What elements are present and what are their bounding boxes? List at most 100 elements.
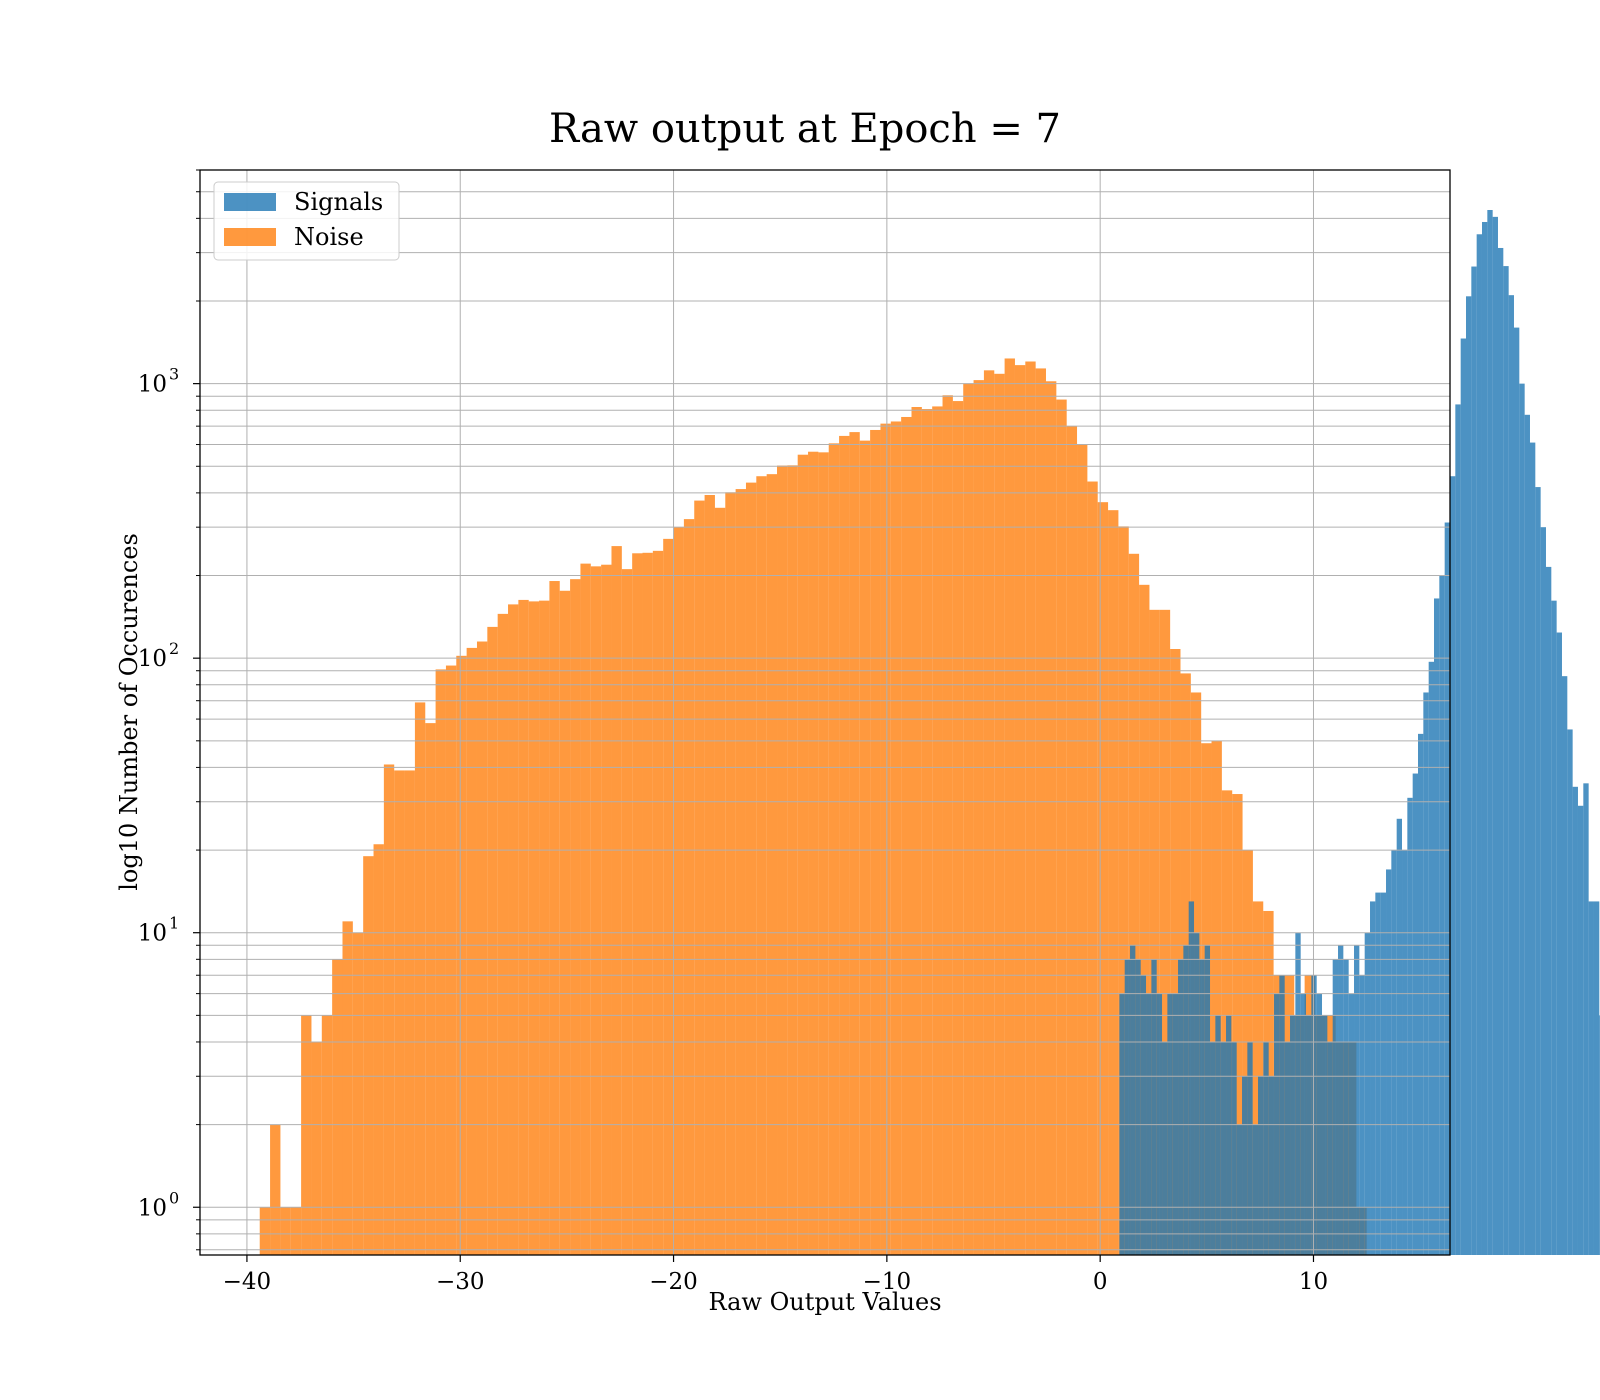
y-tick-exponent: 0 [169,1188,179,1207]
noise-bar [321,1015,333,1255]
noise-bar [621,569,633,1255]
y-tick-label: 10 [138,1195,167,1221]
noise-bar [849,432,860,1256]
signals-bar [1545,566,1552,1255]
noise-bar [414,702,426,1255]
noise-bar [518,599,529,1255]
signals-bar [1354,945,1360,1255]
noise-bar [394,770,405,1255]
noise-bar [725,492,736,1255]
noise-bar [1118,526,1129,1255]
signals-bar [1519,383,1525,1255]
signals-bar [1311,975,1317,1255]
signals-bar [1220,1041,1227,1255]
noise-bar [1232,794,1243,1255]
noise-bar [466,647,477,1255]
noise-bar [911,407,922,1255]
signals-bar [1332,959,1339,1255]
plot-frame [199,169,1451,1256]
noise-bar [497,613,509,1255]
noise-bar [1087,481,1098,1255]
noise-bar [1004,358,1015,1256]
grid-lines [200,169,1450,1255]
noise-bar [290,1207,302,1255]
noise-bar [756,476,767,1256]
signals-bar [1428,661,1434,1255]
signals-bar [1268,1076,1275,1255]
signals-bar [1258,1076,1264,1255]
y-tick-label: 10 [138,646,167,672]
signals-bar [1338,945,1344,1255]
signals-bar [1450,476,1456,1256]
signals-bar [1572,786,1578,1255]
noise-bar [580,563,591,1255]
signals-bar [1386,869,1392,1255]
y-tick-label: 10 [138,372,167,398]
signals-bar [1364,932,1371,1255]
signals-bar [1375,892,1381,1255]
y-tick-exponent: 2 [169,639,179,658]
signals-bar [1215,1015,1221,1255]
signals-bar [1242,1076,1248,1255]
signals-bar [1279,975,1285,1255]
noise-bar [921,409,933,1255]
signals-bar [1210,1041,1216,1255]
signals-bar [1327,1041,1333,1255]
noise-bar [445,665,457,1255]
signals-bar [1434,598,1440,1255]
noise-bar [528,601,540,1255]
signals-bar [1588,901,1594,1255]
noise-bar [363,856,374,1255]
signals-bar [1503,266,1509,1256]
signals-bar [1444,522,1450,1255]
y-tick-exponent: 1 [169,914,179,933]
noise-bar [456,655,467,1255]
signals-bar [1396,818,1402,1255]
signals-bar [1140,975,1147,1255]
noise-bar [994,373,1005,1255]
noise-bar [1097,502,1109,1255]
noise-bar [818,452,829,1256]
noise-bar [1045,381,1057,1255]
noise-bar [890,421,902,1256]
signals-bar [1497,247,1504,1256]
noise-bar [259,1207,271,1255]
signals-bar [1295,932,1301,1255]
noise-bar [404,770,415,1255]
legend: Signals Noise [213,181,400,261]
y-tick-label: 10 [138,921,167,947]
noise-bar [373,844,384,1255]
signals-bar [1199,959,1205,1255]
noise-bar [301,1015,312,1255]
noise-bar [601,564,612,1255]
signals-bar [1178,959,1184,1255]
signals-bar [1194,932,1200,1255]
signals-bar [1391,850,1397,1255]
signals-bar [1487,210,1493,1255]
signals-bar [1561,676,1568,1255]
signals-bar [1567,729,1573,1255]
noise-bar [952,401,964,1255]
signals-bar [1577,805,1584,1255]
noise-bar [642,552,653,1255]
legend-noise-label: Noise [294,223,364,251]
noise-bar [1139,584,1150,1255]
x-tick-label: 0 [1093,1269,1108,1295]
legend-noise-swatch [224,228,276,246]
signals-bar [1188,901,1195,1255]
noise-bar [1170,649,1181,1255]
noise-bar [828,443,840,1256]
noise-bar [652,550,664,1255]
signals-bar [1359,975,1365,1255]
signals-bar [1476,234,1482,1255]
signals-bar [1471,266,1477,1255]
noise-bar [766,474,778,1255]
noise-bar [1056,399,1067,1255]
signals-bar [1492,216,1498,1256]
noise-bar [787,465,798,1256]
legend-signals-label: Signals [294,188,383,216]
noise-bar [932,406,943,1255]
signals-bar [1231,1041,1237,1255]
signals-bar [1263,1041,1269,1255]
